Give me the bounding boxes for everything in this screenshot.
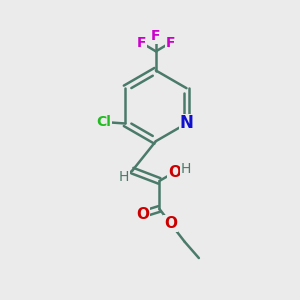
Text: O: O xyxy=(136,207,149,222)
Text: F: F xyxy=(136,35,146,50)
Text: H: H xyxy=(181,162,191,176)
Text: O: O xyxy=(164,216,177,231)
Text: O: O xyxy=(168,165,181,180)
Text: F: F xyxy=(166,35,175,50)
Text: F: F xyxy=(151,29,160,43)
Text: N: N xyxy=(180,115,194,133)
Text: Cl: Cl xyxy=(97,115,112,129)
Text: H: H xyxy=(119,170,129,184)
